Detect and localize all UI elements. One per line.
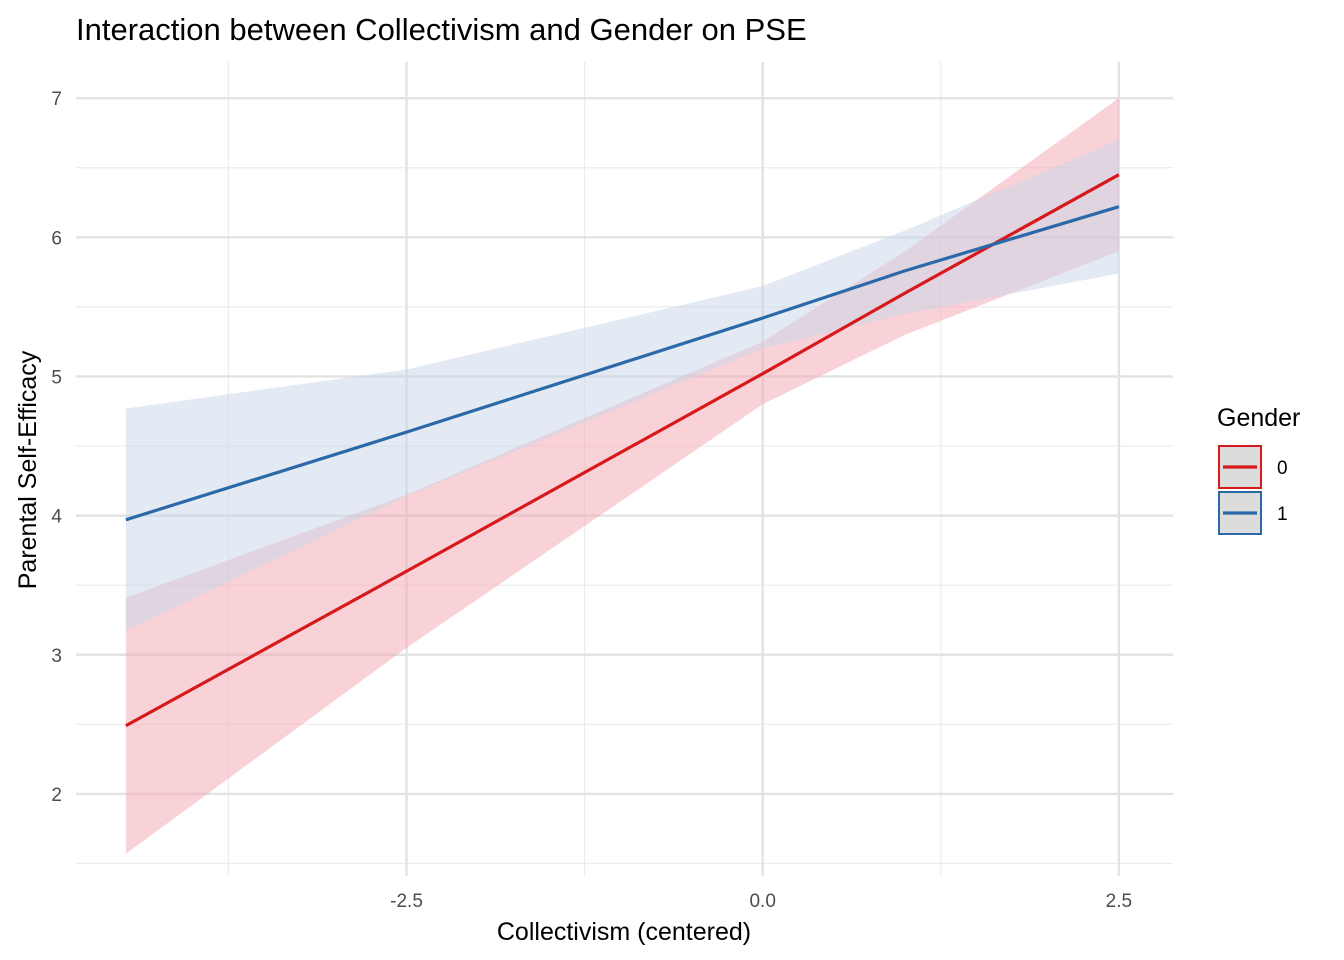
legend-label-1: 1 (1277, 504, 1288, 525)
x-axis-title: Collectivism (centered) (497, 918, 751, 946)
x-tick-label-0: -2.5 (390, 891, 423, 912)
regression-lines (125, 173, 1120, 728)
legend-title: Gender (1217, 404, 1300, 432)
tick-labels: -2.5 0.0 2.5 2 3 4 5 6 7 (51, 89, 1132, 912)
y-tick-label-2: 4 (51, 507, 62, 528)
confidence-ribbon-gender-1 (125, 139, 1119, 632)
legend-label-0: 0 (1277, 458, 1288, 479)
confidence-ribbons (125, 98, 1119, 854)
y-axis-title: Parental Self-Efficacy (14, 350, 42, 589)
x-tick-label-1: 0.0 (749, 891, 775, 912)
y-tick-label-5: 7 (51, 89, 62, 110)
y-tick-label-4: 6 (51, 228, 62, 249)
line-gender-0 (125, 173, 1120, 728)
line-gender-1 (125, 205, 1120, 522)
y-tick-label-3: 5 (51, 367, 62, 388)
x-tick-label-2: 2.5 (1106, 891, 1132, 912)
legend: Gender 0 1 (1217, 404, 1300, 535)
chart-title: Interaction between Collectivism and Gen… (76, 12, 807, 47)
y-tick-label-0: 2 (51, 785, 62, 806)
y-tick-label-1: 3 (51, 646, 62, 667)
